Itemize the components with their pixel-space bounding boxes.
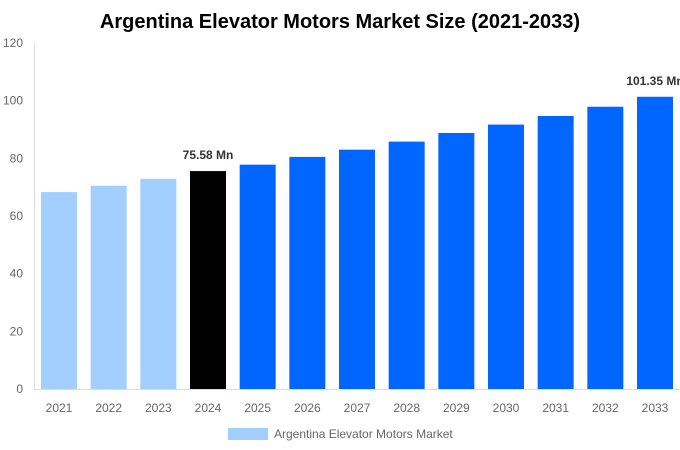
- y-tick-label: 80: [10, 151, 24, 165]
- bar-2026[interactable]: [289, 156, 326, 389]
- legend[interactable]: Argentina Elevator Motors Market: [228, 427, 453, 441]
- x-tick-label: 2021: [46, 401, 73, 415]
- y-tick-label: 20: [10, 324, 24, 338]
- legend-swatch: [228, 428, 268, 440]
- bar-2021[interactable]: [41, 192, 77, 389]
- data-label: 75.58 Mn: [183, 148, 234, 162]
- bar-2028[interactable]: [388, 141, 425, 389]
- x-tick-label: 2024: [195, 401, 222, 415]
- x-tick-label: 2028: [393, 401, 420, 415]
- bar-2022[interactable]: [90, 185, 127, 389]
- bar-2023[interactable]: [140, 178, 177, 389]
- x-tick-label: 2032: [592, 401, 619, 415]
- legend-label: Argentina Elevator Motors Market: [274, 427, 453, 441]
- bar-2025[interactable]: [239, 164, 276, 389]
- data-label: 101.35 Mn: [626, 74, 680, 88]
- x-tick-label: 2031: [542, 401, 569, 415]
- x-tick-label: 2033: [642, 401, 669, 415]
- x-tick-label: 2029: [443, 401, 470, 415]
- y-tick-label: 0: [16, 382, 23, 396]
- bar-2030[interactable]: [488, 124, 524, 390]
- bar-2032[interactable]: [587, 106, 624, 389]
- x-tick-label: 2030: [493, 401, 520, 415]
- bar-2033[interactable]: [637, 96, 673, 389]
- y-tick-label: 100: [3, 94, 23, 108]
- y-tick-label: 60: [10, 209, 24, 223]
- y-tick-label: 120: [3, 36, 23, 50]
- chart-title: Argentina Elevator Motors Market Size (2…: [100, 11, 580, 33]
- x-tick-label: 2023: [145, 401, 172, 415]
- bar-2029[interactable]: [438, 132, 475, 389]
- x-tick-label: 2025: [244, 401, 271, 415]
- bar-2024[interactable]: [190, 171, 226, 389]
- bar-2031[interactable]: [537, 115, 574, 389]
- x-tick-label: 2027: [344, 401, 371, 415]
- x-tick-label: 2026: [294, 401, 321, 415]
- bar-2027[interactable]: [339, 149, 375, 389]
- x-tick-label: 2022: [95, 401, 122, 415]
- y-tick-label: 40: [10, 267, 24, 281]
